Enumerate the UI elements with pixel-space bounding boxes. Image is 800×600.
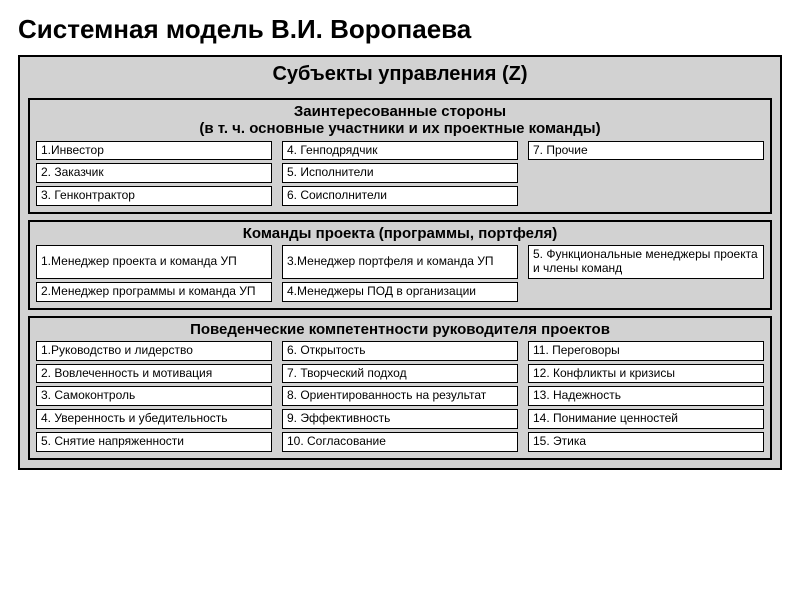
subjects-title: Субъекты управления (Z) [28,61,772,92]
competency-cell: 12. Конфликты и кризисы [528,364,764,384]
stakeholder-cell: 6. Соисполнители [282,186,518,206]
stakeholder-cell: 1.Инвестор [36,141,272,161]
team-cell-blank [528,282,764,302]
competency-cell: 6. Открытость [282,341,518,361]
team-cell: 1.Менеджер проекта и команда УП [36,245,272,279]
competency-cell: 8. Ориентированность на результат [282,386,518,406]
team-cell: 4.Менеджеры ПОД в организации [282,282,518,302]
competency-cell: 10. Согласование [282,432,518,452]
stakeholder-cell-blank [528,163,764,183]
competencies-grid: 1.Руководство и лидерство 6. Открытость … [36,341,764,452]
team-cell: 2.Менеджер программы и команда УП [36,282,272,302]
competencies-section: Поведенческие компетентности руководител… [28,316,772,460]
teams-grid: 1.Менеджер проекта и команда УП 3.Менедж… [36,245,764,301]
stakeholders-title-line2: (в т. ч. основные участники и их проектн… [36,120,764,137]
subjects-outer-box: Субъекты управления (Z) Заинтересованные… [18,55,782,470]
competencies-title: Поведенческие компетентности руководител… [36,320,764,341]
stakeholder-cell: 2. Заказчик [36,163,272,183]
stakeholder-cell: 5. Исполнители [282,163,518,183]
stakeholder-cell: 4. Генподрядчик [282,141,518,161]
competency-cell: 15. Этика [528,432,764,452]
competency-cell: 9. Эффективность [282,409,518,429]
competency-cell: 3. Самоконтроль [36,386,272,406]
team-cell: 3.Менеджер портфеля и команда УП [282,245,518,279]
competency-cell: 13. Надежность [528,386,764,406]
competency-cell: 5. Снятие напряженности [36,432,272,452]
stakeholder-cell: 7. Прочие [528,141,764,161]
stakeholder-cell: 3. Генконтрактор [36,186,272,206]
stakeholders-grid: 1.Инвестор 4. Генподрядчик 7. Прочие 2. … [36,141,764,206]
competency-cell: 7. Творческий подход [282,364,518,384]
stakeholder-cell-blank [528,186,764,206]
competency-cell: 4. Уверенность и убедительность [36,409,272,429]
competency-cell: 11. Переговоры [528,341,764,361]
stakeholders-section: Заинтересованные стороны (в т. ч. основн… [28,98,772,214]
page-title: Системная модель В.И. Воропаева [18,14,782,45]
teams-section: Команды проекта (программы, портфеля) 1.… [28,220,772,310]
team-cell: 5. Функциональные менеджеры проекта и чл… [528,245,764,279]
stakeholders-title: Заинтересованные стороны (в т. ч. основн… [36,102,764,141]
competency-cell: 14. Понимание ценностей [528,409,764,429]
stakeholders-title-line1: Заинтересованные стороны [294,103,506,120]
teams-title: Команды проекта (программы, портфеля) [36,224,764,245]
competency-cell: 2. Вовлеченность и мотивация [36,364,272,384]
competency-cell: 1.Руководство и лидерство [36,341,272,361]
